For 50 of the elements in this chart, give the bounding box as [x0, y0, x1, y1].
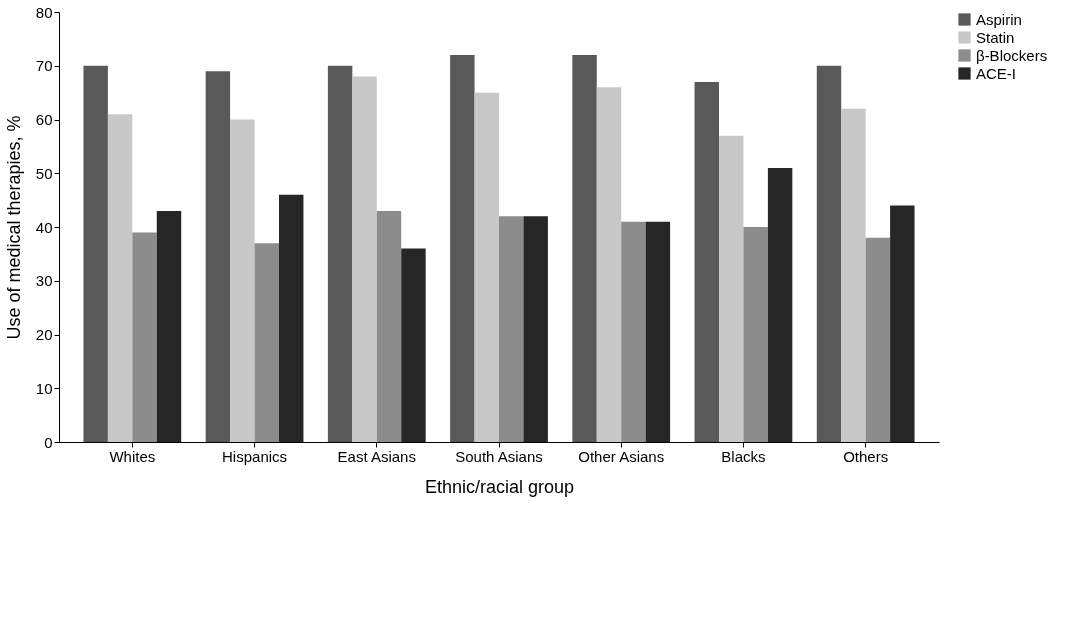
- x-tick-label: Blacks: [721, 447, 766, 465]
- bar: [694, 81, 719, 442]
- bar: [401, 248, 426, 442]
- bar: [645, 221, 671, 442]
- bar: [865, 237, 891, 442]
- x-tick-label: Other Asians: [578, 447, 665, 465]
- bar: [596, 87, 622, 442]
- bar: [621, 221, 646, 442]
- y-tick-label: 0: [44, 433, 53, 451]
- bar: [230, 119, 255, 442]
- legend-label: Aspirin: [976, 10, 1022, 28]
- bar: [327, 65, 353, 442]
- y-tick-label: 40: [35, 218, 53, 236]
- y-axis-title: Use of medical therapies, %: [3, 115, 24, 340]
- y-tick-label: 10: [35, 379, 53, 397]
- bar: [156, 210, 182, 442]
- bar: [279, 194, 304, 442]
- legend-label: ACE-I: [976, 64, 1017, 82]
- y-tick-label: 50: [35, 164, 53, 182]
- bar: [254, 243, 279, 442]
- bar: [107, 114, 133, 442]
- bar: [890, 205, 915, 442]
- x-tick-label: Others: [843, 447, 889, 465]
- bar: [450, 55, 475, 442]
- bar: [816, 65, 842, 442]
- legend-label: β-Blockers: [976, 46, 1048, 64]
- bar: [132, 232, 157, 442]
- bar: [767, 167, 793, 442]
- x-tick-label: East Asians: [337, 447, 416, 465]
- y-tick-label: 30: [35, 272, 53, 290]
- bar: [523, 216, 548, 442]
- bar: [499, 216, 524, 442]
- bar: [474, 92, 499, 442]
- bar: [352, 76, 377, 442]
- y-tick-label: 80: [35, 3, 53, 21]
- bar: [841, 108, 866, 442]
- bar: [743, 227, 768, 442]
- bar: [719, 135, 744, 442]
- y-tick-label: 70: [35, 57, 53, 75]
- y-tick-label: 60: [35, 111, 53, 128]
- x-axis-title: Ethnic/racial group: [424, 476, 575, 497]
- x-tick-label: South Asians: [455, 447, 543, 465]
- bar: [376, 210, 402, 442]
- y-tick-label: 20: [35, 326, 53, 343]
- bar: [83, 65, 108, 442]
- x-tick-label: Whites: [109, 447, 156, 465]
- legend-label: Statin: [976, 28, 1015, 46]
- bar: [205, 71, 231, 442]
- x-tick-label: Hispanics: [222, 447, 288, 465]
- bar: [572, 55, 597, 442]
